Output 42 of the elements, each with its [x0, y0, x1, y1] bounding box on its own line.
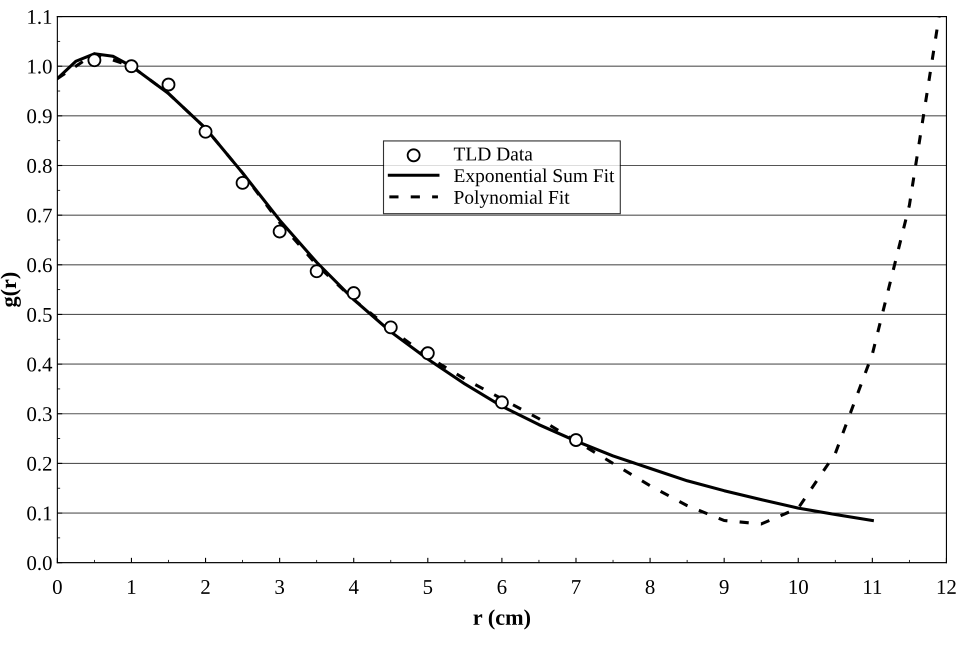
y-tick-label: 0.5	[27, 308, 52, 322]
y-tick-label: 0.6	[27, 258, 52, 272]
point	[420, 346, 435, 360]
legend-label: Exponential Sum Fit	[454, 168, 614, 186]
point	[198, 124, 212, 139]
x-tick-label: 1	[128, 580, 136, 594]
y-tick-label: 0.1	[27, 506, 52, 521]
y-tick-label: 0.2	[27, 456, 52, 471]
y-tick-label: 0.8	[27, 158, 52, 174]
point	[384, 320, 398, 334]
y-tick-label: 0.0	[27, 556, 52, 570]
x-axis-title: r (cm)	[473, 609, 530, 630]
x-tick-label: 8	[646, 580, 654, 594]
y-tick-label: 1.0	[28, 60, 52, 74]
x-tick-label: 5	[424, 580, 432, 594]
legend-label: TLD Data	[454, 148, 533, 161]
x-tick-label: 3	[275, 580, 284, 594]
x-tick-label: 9	[720, 580, 729, 594]
point	[124, 59, 138, 74]
y-axis-title: g(r)	[0, 272, 21, 307]
y-tick-label: 0.9	[27, 109, 52, 124]
point	[346, 286, 361, 300]
x-tick-label: 6	[498, 580, 506, 594]
x-tick-label: 0	[52, 580, 62, 594]
point	[494, 395, 509, 410]
x-tick-label: 11	[864, 580, 882, 594]
x-tick-label: 10	[790, 580, 808, 594]
x-tick-label: 2	[201, 580, 210, 594]
point	[569, 433, 583, 447]
y-tick-label: 0.7	[27, 208, 52, 223]
x-tick-label: 4	[348, 580, 359, 594]
point	[162, 78, 176, 92]
legend-label: Polynomial Fit	[454, 190, 570, 208]
y-tick-label: 1.1	[28, 10, 52, 24]
point	[236, 176, 250, 190]
y-tick-label: 0.3	[27, 407, 52, 422]
point	[272, 224, 287, 238]
y-tick-label: 0.4	[27, 357, 52, 372]
x-tick-label: 12	[938, 580, 956, 594]
point	[87, 53, 102, 68]
x-tick-label: 7	[572, 580, 581, 594]
point	[310, 264, 324, 278]
